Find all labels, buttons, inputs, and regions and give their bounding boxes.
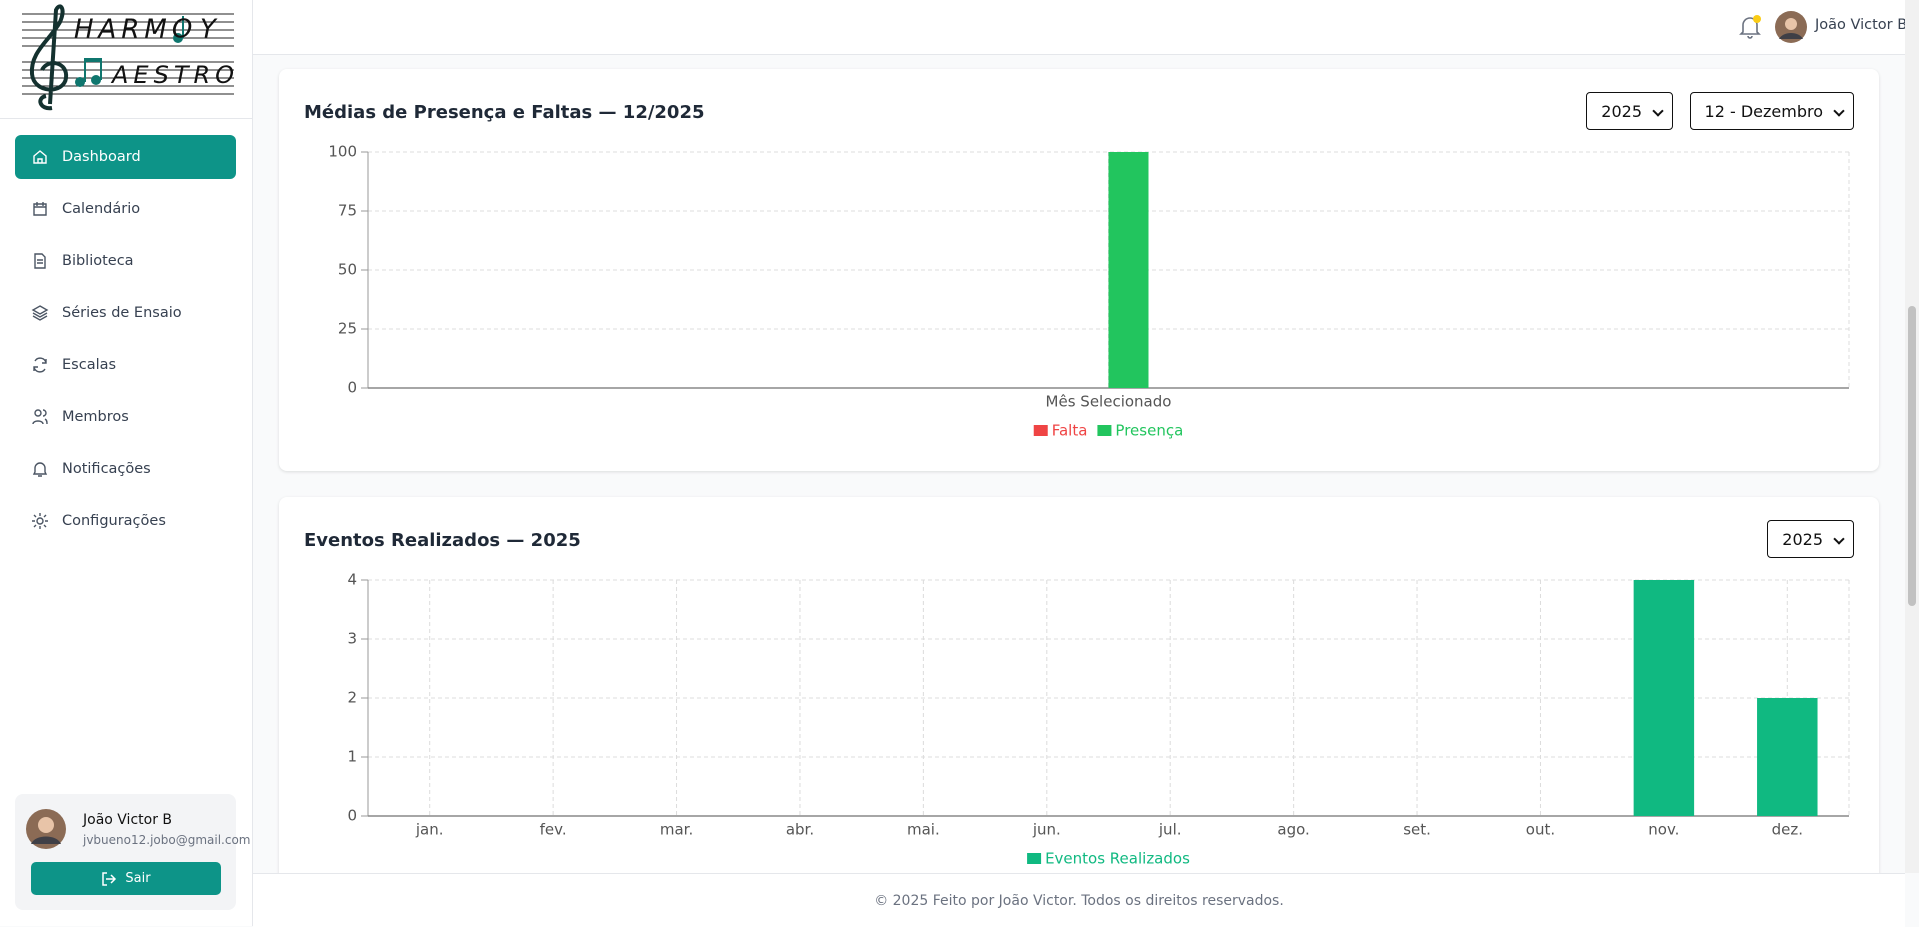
filter-select[interactable]: 12 - Dezembro	[1689, 92, 1854, 130]
chart: Médias de Presença e Faltas — 12/2025 0 25…	[304, 102, 1850, 440]
nav-icon	[34, 253, 46, 269]
nav-label: Configurações	[62, 513, 166, 529]
logo-text: Y	[200, 15, 218, 45]
x-tick-label: set.	[1403, 821, 1431, 839]
x-tick-label: fev.	[540, 821, 567, 839]
user-email: jvbueno12.jobo@gmail.com	[83, 833, 251, 847]
y-tick-label: 100	[328, 143, 357, 161]
x-tick-label: jan.	[415, 821, 444, 839]
nav-item[interactable]: Notificações	[15, 447, 236, 491]
header-user-name[interactable]: João Victor B	[1815, 17, 1908, 33]
y-tick-label: 2	[347, 689, 357, 707]
legend-swatch	[1097, 425, 1112, 436]
nav-item[interactable]: Membros	[15, 395, 236, 439]
user-card: João Victor B jvbueno12.jobo@gmail.com S…	[15, 794, 250, 910]
x-tick-label: Mês Selecionado	[1046, 393, 1172, 411]
x-tick-label: abr.	[786, 821, 814, 839]
nav-item[interactable]: Calendário	[15, 187, 236, 231]
nav-item[interactable]: Séries de Ensaio	[15, 291, 236, 335]
top-bar: João Victor B	[253, 0, 1919, 55]
logo-text: HARMO	[74, 15, 197, 45]
legend-swatch	[1027, 853, 1042, 864]
scrollbar-thumb[interactable]	[1908, 306, 1916, 606]
y-tick-label: 1	[347, 748, 357, 766]
bar	[1757, 698, 1818, 816]
filter-select[interactable]: 2025	[1767, 520, 1854, 558]
filter-select[interactable]: 2025	[1586, 92, 1673, 130]
nav-icon	[32, 513, 48, 529]
nav-item[interactable]: Biblioteca	[15, 239, 236, 283]
logo[interactable]: HARMO Y AESTRO	[0, 0, 252, 119]
y-tick-label: 75	[338, 202, 357, 220]
x-tick-label: nov.	[1648, 821, 1679, 839]
legend-label: Eventos Realizados	[1045, 850, 1190, 868]
nav-label: Calendário	[62, 201, 141, 217]
x-tick-label: out.	[1526, 821, 1555, 839]
nav-label: Biblioteca	[62, 253, 134, 269]
header-avatar[interactable]	[1775, 11, 1807, 43]
logo-text: AESTRO	[110, 61, 239, 89]
nav-icon	[33, 202, 47, 216]
footer: © 2025 Feito por João Victor. Todos os d…	[253, 873, 1905, 927]
bar	[1108, 152, 1149, 388]
x-tick-label: mai.	[907, 821, 940, 839]
nav-icon	[33, 150, 47, 164]
nav-icon	[33, 357, 47, 373]
logo-graphic: HARMO Y AESTRO	[22, 4, 239, 111]
bar	[1633, 580, 1695, 816]
nav-item[interactable]: Configurações	[15, 499, 236, 543]
y-tick-label: 4	[347, 571, 357, 589]
nav-icon	[32, 462, 48, 477]
nav-icon	[32, 409, 48, 425]
sidebar: HARMO Y AESTRO Dashboard Calendário Biblio…	[0, 0, 253, 926]
nav-label: Membros	[62, 409, 129, 425]
y-tick-label: 50	[338, 261, 357, 279]
y-tick-label: 25	[338, 320, 357, 338]
x-tick-label: jun.	[1032, 821, 1061, 839]
nav-label: Escalas	[62, 357, 117, 373]
chart-title: Eventos Realizados — 2025	[304, 530, 581, 551]
x-tick-label: jul.	[1158, 821, 1182, 839]
nav-label: Séries de Ensaio	[62, 305, 182, 321]
scrollbar[interactable]	[1905, 0, 1919, 873]
logout-button[interactable]: Sair	[31, 862, 221, 895]
nav-icon	[31, 305, 49, 321]
y-tick-label: 0	[347, 807, 357, 825]
legend-label: Presença	[1115, 422, 1183, 440]
main-content: Médias de Presença e Faltas — 12/2025 0 25…	[253, 55, 1905, 873]
nav-label: Notificações	[62, 461, 151, 477]
footer-text: © 2025 Feito por João Victor. Todos os d…	[874, 892, 1284, 909]
y-tick-label: 0	[347, 379, 357, 397]
events-card: Eventos Realizados — 2025 0 1 2 3 4 jan. fev. ma…	[279, 497, 1879, 873]
user-name: João Victor B	[83, 812, 173, 828]
attendance-card: Médias de Presença e Faltas — 12/2025 0 25…	[279, 69, 1879, 471]
user-avatar	[26, 809, 66, 849]
chart-title: Médias de Presença e Faltas — 12/2025	[304, 102, 705, 123]
nav-item[interactable]: Escalas	[15, 343, 236, 387]
nav-label: Dashboard	[62, 149, 141, 165]
x-tick-label: ago.	[1277, 821, 1309, 839]
chart: Eventos Realizados — 2025 0 1 2 3 4 jan. fev. ma…	[304, 530, 1850, 868]
legend-label: Falta	[1052, 422, 1088, 440]
y-tick-label: 3	[347, 630, 357, 648]
nav-item[interactable]: Dashboard	[15, 135, 236, 179]
x-tick-label: dez.	[1772, 821, 1803, 839]
logout-icon	[102, 871, 117, 886]
legend-swatch	[1033, 425, 1048, 436]
logout-label: Sair	[125, 871, 151, 886]
notification-bell[interactable]	[1738, 14, 1762, 40]
x-tick-label: mar.	[660, 821, 693, 839]
